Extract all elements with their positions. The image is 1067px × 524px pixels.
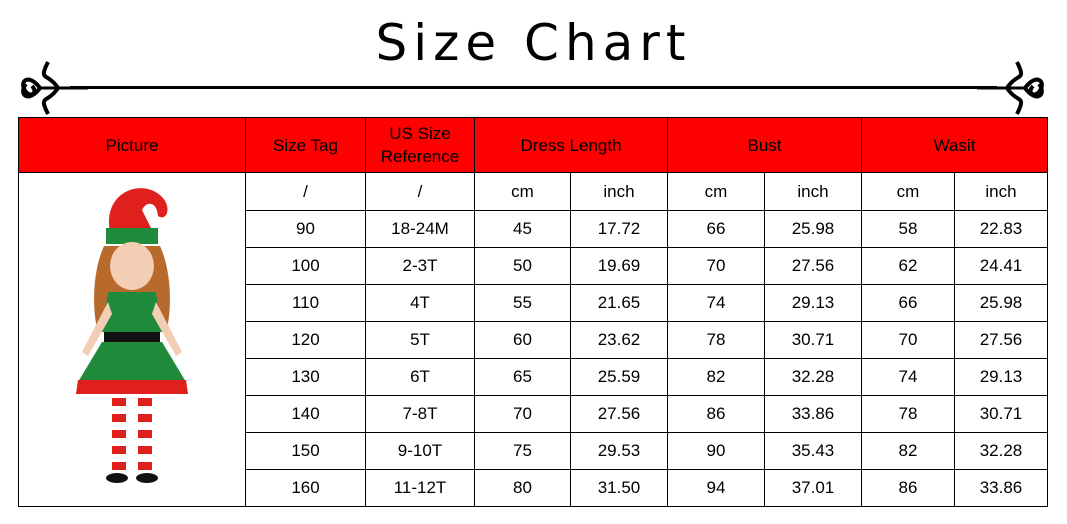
table-cell: 9-10T <box>365 432 475 470</box>
table-cell: 94 <box>667 469 765 507</box>
header-bust: Bust <box>667 117 862 173</box>
table-cell: 90 <box>667 432 765 470</box>
table-cell: 2-3T <box>365 247 475 285</box>
table-cell: 78 <box>861 395 955 433</box>
table-cell: 29.13 <box>764 284 862 322</box>
table-cell: 80 <box>474 469 571 507</box>
table-cell: 27.56 <box>954 321 1048 359</box>
table-cell: 58 <box>861 210 955 248</box>
table-cell: 19.69 <box>570 247 668 285</box>
table-cell: 150 <box>245 432 366 470</box>
table-cell: 78 <box>667 321 765 359</box>
table-cell: 160 <box>245 469 366 507</box>
table-row: 100 2-3T 50 19.69 70 27.56 62 24.41 <box>19 247 1048 285</box>
table-row: 90 18-24M 45 17.72 66 25.98 58 22.83 <box>19 210 1048 248</box>
divider <box>70 86 997 89</box>
table-cell: 29.13 <box>954 358 1048 396</box>
table-cell: 35.43 <box>764 432 862 470</box>
table-cell: 130 <box>245 358 366 396</box>
unit-cell: inch <box>570 172 668 211</box>
unit-cell: / <box>365 172 475 211</box>
table-cell: 110 <box>245 284 366 322</box>
table-cell: 27.56 <box>764 247 862 285</box>
table-cell: 22.83 <box>954 210 1048 248</box>
table-cell: 31.50 <box>570 469 668 507</box>
table-cell: 62 <box>861 247 955 285</box>
table-cell: 74 <box>667 284 765 322</box>
table-cell: 82 <box>667 358 765 396</box>
table-cell: 33.86 <box>764 395 862 433</box>
unit-cell: cm <box>861 172 955 211</box>
table-row: 130 6T 65 25.59 82 32.28 74 29.13 <box>19 358 1048 396</box>
table-cell: 5T <box>365 321 475 359</box>
table-row: 150 9-10T 75 29.53 90 35.43 82 32.28 <box>19 432 1048 470</box>
table-cell: 30.71 <box>954 395 1048 433</box>
table-cell: 82 <box>861 432 955 470</box>
flourish-ornament-icon <box>21 61 88 115</box>
table-cell: 37.01 <box>764 469 862 507</box>
table-cell: 32.28 <box>764 358 862 396</box>
table-cell: 33.86 <box>954 469 1048 507</box>
unit-cell: inch <box>764 172 862 211</box>
product-picture <box>18 172 246 507</box>
table-cell: 60 <box>474 321 571 359</box>
header-us-size: US Size Reference <box>365 117 475 173</box>
table-cell: 24.41 <box>954 247 1048 285</box>
table-row: 110 4T 55 21.65 74 29.13 66 25.98 <box>19 284 1048 322</box>
table-cell: 17.72 <box>570 210 668 248</box>
header-size-tag: Size Tag <box>245 117 366 173</box>
table-row: 140 7-8T 70 27.56 86 33.86 78 30.71 <box>19 395 1048 433</box>
table-cell: 86 <box>667 395 765 433</box>
page-title: Size Chart <box>375 14 692 72</box>
table-cell: 65 <box>474 358 571 396</box>
table-cell: 70 <box>474 395 571 433</box>
flourish-ornament-icon <box>977 61 1044 115</box>
table-cell: 25.98 <box>954 284 1048 322</box>
table-cell: 70 <box>861 321 955 359</box>
size-chart-table: Picture Size Tag US Size Reference Dress … <box>18 117 1048 507</box>
table-cell: 25.59 <box>570 358 668 396</box>
table-cell: 18-24M <box>365 210 475 248</box>
header-picture: Picture <box>18 117 246 173</box>
table-cell: 70 <box>667 247 765 285</box>
table-cell: 45 <box>474 210 571 248</box>
table-cell: 66 <box>667 210 765 248</box>
header-us-size-line1: US Size <box>389 124 451 143</box>
table-cell: 23.62 <box>570 321 668 359</box>
table-cell: 55 <box>474 284 571 322</box>
table-cell: 66 <box>861 284 955 322</box>
unit-cell: cm <box>474 172 571 211</box>
table-cell: 21.65 <box>570 284 668 322</box>
header-us-size-line2: Reference <box>380 147 460 166</box>
table-cell: 4T <box>365 284 475 322</box>
table-cell: 29.53 <box>570 432 668 470</box>
table-cell: 32.28 <box>954 432 1048 470</box>
table-cell: 27.56 <box>570 395 668 433</box>
table-cell: 75 <box>474 432 571 470</box>
table-cell: 7-8T <box>365 395 475 433</box>
table-cell: 30.71 <box>764 321 862 359</box>
unit-cell: cm <box>667 172 765 211</box>
table-cell: 6T <box>365 358 475 396</box>
elf-costume-image <box>76 188 188 483</box>
table-cell: 100 <box>245 247 366 285</box>
table-cell: 86 <box>861 469 955 507</box>
unit-cell: inch <box>954 172 1048 211</box>
table-row: 160 11-12T 80 31.50 94 37.01 86 33.86 <box>19 469 1048 507</box>
header-waist: Wasit <box>861 117 1048 173</box>
table-cell: 25.98 <box>764 210 862 248</box>
table-cell: 120 <box>245 321 366 359</box>
table-cell: 140 <box>245 395 366 433</box>
unit-cell: / <box>245 172 366 211</box>
table-cell: 74 <box>861 358 955 396</box>
table-cell: 11-12T <box>365 469 475 507</box>
table-row: 120 5T 60 23.62 78 30.71 70 27.56 <box>19 321 1048 359</box>
table-cell: 50 <box>474 247 571 285</box>
header-dress-length: Dress Length <box>474 117 668 173</box>
table-cell: 90 <box>245 210 366 248</box>
